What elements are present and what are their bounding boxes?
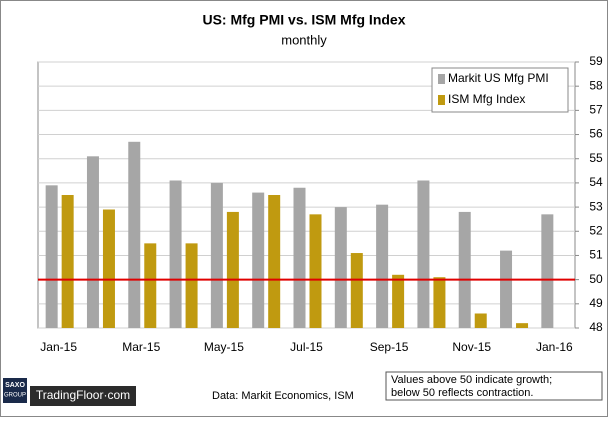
bar <box>252 192 265 328</box>
x-tick-label: Jul-15 <box>290 340 323 354</box>
bar <box>458 211 471 328</box>
legend-label: ISM Mfg Index <box>448 92 525 106</box>
x-tick-label: May-15 <box>204 340 244 354</box>
bar <box>268 195 281 328</box>
bar <box>350 253 363 328</box>
y-tick-label: 59 <box>589 54 603 68</box>
y-tick-label: 55 <box>589 151 603 165</box>
bar <box>293 187 306 328</box>
note: below 50 reflects contraction. <box>391 387 533 399</box>
bar <box>376 204 389 328</box>
note: Values above 50 indicate growth; <box>391 374 552 386</box>
bar <box>226 211 239 328</box>
x-tick-label: Mar-15 <box>122 340 160 354</box>
bar <box>61 195 74 328</box>
legend-swatch <box>438 74 445 84</box>
y-tick-label: 54 <box>589 175 603 189</box>
logo-brand: TradingFloor·com <box>36 388 130 402</box>
bar <box>516 323 529 328</box>
y-tick-label: 52 <box>589 223 603 237</box>
logo-group-box <box>3 378 27 403</box>
x-tick-label: Sep-15 <box>370 340 409 354</box>
bar <box>392 274 405 328</box>
logo-brand-box <box>30 386 136 406</box>
y-tick-label: 48 <box>589 320 603 334</box>
logo-group: SAXO <box>5 382 25 389</box>
chart-title: US: Mfg PMI vs. ISM Mfg Index <box>202 12 405 28</box>
bar <box>45 185 58 328</box>
bar <box>169 180 182 328</box>
bar <box>86 156 99 328</box>
legend-swatch <box>438 95 445 105</box>
x-tick-label: Nov-15 <box>452 340 491 354</box>
bar <box>210 182 223 328</box>
bar <box>433 277 446 328</box>
x-tick-label: Jan-15 <box>40 340 77 354</box>
chart-subtitle: monthly <box>281 32 327 47</box>
bar <box>500 250 513 328</box>
y-tick-label: 53 <box>589 199 603 213</box>
bar <box>541 214 554 328</box>
y-tick-label: 51 <box>589 248 603 262</box>
y-tick-label: 49 <box>589 296 603 310</box>
legend-label: Markit US Mfg PMI <box>448 71 549 85</box>
bar <box>474 313 487 328</box>
bar <box>334 207 347 328</box>
bar <box>417 180 430 328</box>
note-box <box>385 371 603 401</box>
y-tick-label: 56 <box>589 127 603 141</box>
x-tick-label: Jan-16 <box>536 340 573 354</box>
bar <box>102 209 115 328</box>
bar <box>128 141 141 328</box>
legend-box <box>431 67 569 113</box>
source: Data: Markit Economics, ISM <box>212 390 354 402</box>
bar <box>309 214 322 328</box>
y-tick-label: 58 <box>589 78 603 92</box>
bar <box>144 243 157 328</box>
bar <box>185 243 198 328</box>
y-tick-label: 57 <box>589 103 603 117</box>
y-tick-label: 50 <box>589 272 603 286</box>
logo-group: GROUP <box>4 393 26 399</box>
